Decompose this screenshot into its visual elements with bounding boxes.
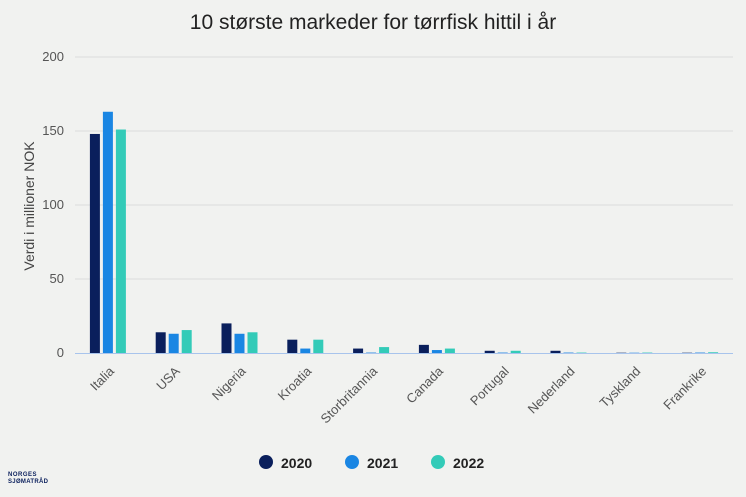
bar-usa-2022 (181, 330, 192, 353)
x-tick-label: Canada (403, 363, 446, 406)
bars (89, 111, 719, 353)
x-tick-label: Italia (87, 363, 118, 394)
bar-nigeria-2020 (221, 323, 232, 353)
bar-italia-2021 (102, 111, 113, 353)
legend-marker-2021 (345, 455, 359, 469)
bar-storbritannia-2020 (353, 348, 364, 353)
y-axis-ticks: 0 50 100 150 200 (42, 49, 64, 360)
bar-kroatia-2022 (313, 339, 324, 353)
gridlines (75, 56, 733, 280)
bar-portugal-2020 (484, 350, 495, 353)
x-tick-label: Portugal (467, 363, 512, 408)
legend-marker-2022 (431, 455, 445, 469)
x-tick-label: Storbritannia (317, 363, 380, 426)
bar-canada-2022 (444, 348, 455, 353)
bar-italia-2022 (115, 129, 126, 353)
bar-nigeria-2021 (234, 333, 245, 353)
bar-kroatia-2020 (287, 339, 298, 353)
brand-logo-line2: SJØMATRÅD (8, 479, 49, 485)
bar-italia-2020 (89, 133, 100, 353)
y-tick-label: 200 (42, 49, 64, 64)
bar-nederland-2020 (550, 350, 561, 353)
legend-label-2020: 2020 (281, 455, 312, 471)
x-tick-label: Frankrike (660, 364, 709, 413)
y-tick-label: 50 (50, 271, 64, 286)
x-axis-ticks: Italia USA Nigeria Kroatia Storbritannia Cana… (87, 363, 709, 426)
bar-usa-2021 (168, 333, 179, 353)
legend-label-2021: 2021 (367, 455, 398, 471)
bar-nigeria-2022 (247, 332, 258, 353)
y-axis-label: Verdi i millioner NOK (21, 141, 37, 271)
bar-frankrike-2022 (708, 352, 719, 353)
brand-logo: NORGES SJØMATRÅD (8, 472, 48, 486)
x-tick-label: Nigeria (209, 363, 249, 403)
bar-storbritannia-2022 (379, 347, 390, 353)
bar-kroatia-2021 (300, 348, 311, 353)
x-tick-label: Nederland (525, 364, 578, 417)
chart-title: 10 største markeder for tørrfisk hittil … (190, 11, 556, 34)
bar-portugal-2022 (510, 350, 521, 353)
x-tick-label: USA (153, 363, 183, 393)
brand-logo-line1: NORGES (8, 472, 38, 478)
bar-canada-2021 (431, 350, 442, 353)
legend: 2020 2021 2022 (259, 455, 484, 471)
bar-canada-2020 (418, 344, 429, 353)
x-tick-label: Tyskland (597, 364, 644, 411)
y-tick-label: 150 (42, 123, 64, 138)
bar-usa-2020 (155, 332, 166, 353)
y-tick-label: 0 (57, 345, 64, 360)
legend-marker-2020 (259, 455, 273, 469)
y-tick-label: 100 (42, 197, 64, 212)
legend-label-2022: 2022 (453, 455, 484, 471)
x-tick-label: Kroatia (275, 363, 315, 403)
